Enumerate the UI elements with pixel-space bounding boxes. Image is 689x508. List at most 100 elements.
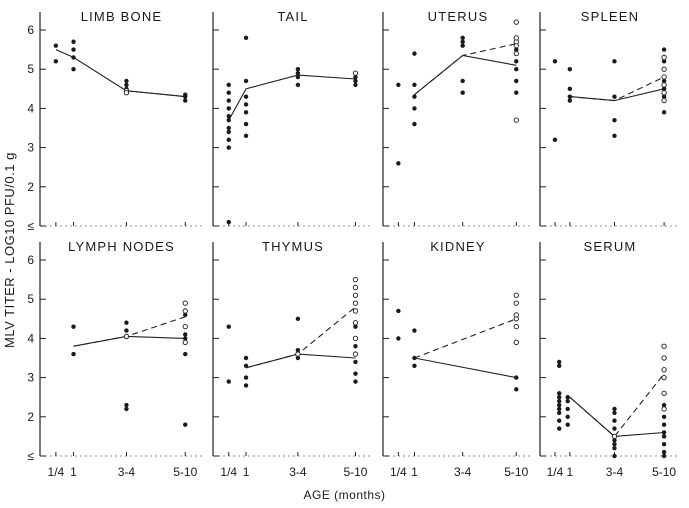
data-point-filled	[71, 67, 76, 72]
data-point-filled	[226, 125, 231, 131]
data-point-filled	[124, 406, 129, 412]
data-point-filled	[557, 359, 562, 365]
data-point-filled	[243, 121, 249, 127]
data-point-open	[513, 300, 519, 306]
data-point-filled	[412, 51, 417, 56]
data-point-open	[513, 19, 519, 25]
data-point-filled	[353, 324, 358, 329]
data-point-filled	[124, 402, 129, 408]
data-point-filled	[661, 59, 667, 64]
mean-line-open	[569, 373, 665, 438]
y-tick-label: 2	[27, 180, 34, 194]
data-point-filled	[412, 355, 417, 361]
data-point-open	[182, 300, 188, 306]
x-tick-label: 1	[70, 465, 77, 479]
data-point-open	[295, 351, 301, 357]
mean-line-open	[73, 316, 186, 347]
data-point-open	[352, 292, 359, 298]
data-point-filled	[353, 78, 358, 84]
data-point-filled	[661, 414, 667, 419]
data-point-filled	[612, 410, 617, 416]
data-point-open	[352, 351, 359, 357]
data-point-filled	[612, 94, 617, 99]
x-tick-label: 1	[566, 465, 573, 479]
data-point-filled	[243, 383, 249, 388]
data-point-filled	[226, 106, 231, 111]
data-point-filled	[295, 70, 301, 76]
mean-line-filled	[569, 88, 665, 102]
data-point-filled	[514, 387, 519, 392]
panel-title: TAIL	[277, 9, 308, 24]
data-point-filled	[295, 67, 301, 72]
data-point-filled	[612, 442, 617, 447]
data-point-filled	[412, 363, 417, 369]
data-point-filled	[567, 86, 573, 92]
data-point-open	[513, 117, 519, 123]
data-point-open	[661, 66, 667, 72]
data-point-filled	[661, 453, 667, 459]
data-point-filled	[71, 47, 76, 52]
data-point-filled	[226, 129, 231, 135]
mean-line-filled	[73, 335, 186, 347]
data-point-filled	[226, 82, 231, 88]
data-point-filled	[183, 312, 188, 318]
data-point-filled	[557, 398, 562, 404]
mean-line-open	[414, 43, 517, 96]
data-point-filled	[396, 308, 401, 314]
data-point-open	[513, 35, 519, 41]
data-point-filled	[514, 375, 519, 380]
mean-line-open	[245, 306, 356, 369]
data-point-filled	[243, 375, 249, 380]
data-point-filled	[353, 74, 358, 80]
data-point-filled	[661, 434, 667, 439]
data-point-filled	[226, 137, 231, 142]
data-point-filled	[514, 59, 519, 64]
panel-title: LYMPH NODES	[68, 239, 175, 254]
data-point-filled	[565, 406, 570, 412]
data-point-open	[513, 292, 519, 298]
data-point-filled	[460, 35, 465, 41]
data-point-filled	[226, 219, 231, 225]
data-point-open	[352, 320, 359, 326]
mean-line-filled	[414, 357, 517, 379]
x-axis-label: AGE (months)	[303, 488, 386, 502]
data-point-open	[661, 367, 667, 373]
x-tick-label: 5-10	[343, 465, 367, 479]
x-tick-label: 1	[411, 465, 418, 479]
data-point-filled	[514, 90, 519, 95]
data-point-filled	[124, 78, 129, 84]
data-point-filled	[412, 106, 417, 111]
data-point-open	[661, 355, 667, 361]
data-point-open	[352, 335, 359, 342]
data-point-filled	[552, 137, 558, 142]
data-point-filled	[71, 351, 76, 357]
x-tick-label: 3-4	[289, 465, 307, 479]
data-point-filled	[226, 114, 231, 119]
data-point-open	[123, 333, 130, 340]
y-tick-label: ≤	[27, 219, 34, 233]
data-point-filled	[567, 94, 573, 99]
data-point-filled	[353, 82, 358, 88]
data-point-filled	[183, 336, 188, 341]
mean-line-filled	[414, 54, 517, 96]
data-point-filled	[460, 43, 465, 48]
data-point-filled	[661, 442, 667, 447]
data-point-filled	[557, 395, 562, 400]
data-point-filled	[353, 379, 358, 384]
mean-line-filled	[569, 396, 665, 437]
y-tick-label: 5	[27, 292, 34, 306]
data-point-filled	[557, 391, 562, 396]
y-axis-label: MLV TITER - LOG10 PFU/0.1 g	[2, 152, 17, 348]
data-point-filled	[661, 86, 667, 92]
data-point-filled	[412, 328, 417, 333]
data-point-filled	[353, 359, 358, 365]
data-point-filled	[183, 92, 188, 97]
data-point-open	[352, 276, 359, 283]
data-point-filled	[567, 67, 573, 72]
data-point-filled	[412, 82, 417, 88]
data-point-open	[513, 323, 519, 330]
data-point-filled	[295, 74, 301, 80]
data-point-open	[352, 70, 359, 76]
x-tick-label: 1	[243, 465, 250, 479]
data-point-filled	[557, 410, 562, 416]
